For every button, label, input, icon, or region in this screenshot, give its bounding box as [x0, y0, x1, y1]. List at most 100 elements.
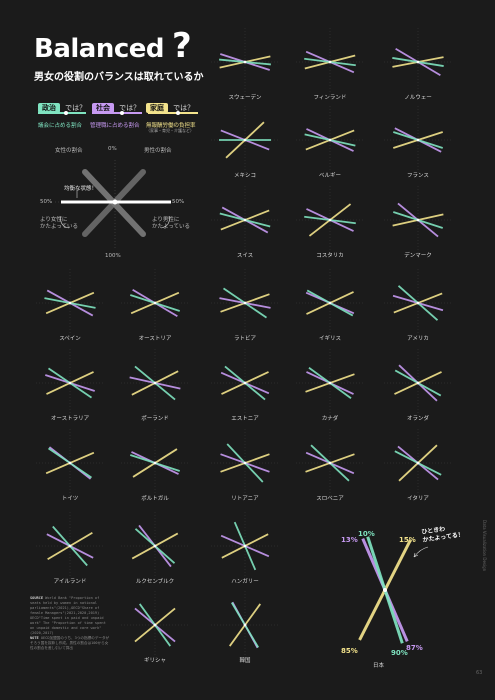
center-dot	[68, 301, 72, 305]
center-dot	[328, 381, 332, 385]
center-dot	[243, 461, 247, 465]
page-subtitle: 男女の役割のバランスは取れているか	[34, 72, 204, 83]
japan-note: ひときわ かたよってる！	[421, 525, 465, 544]
country-chart	[121, 591, 189, 659]
country-chart	[296, 106, 364, 174]
japan-name: 日本	[373, 663, 385, 669]
country-chart	[36, 349, 104, 417]
country-chart	[121, 512, 189, 580]
center-dot	[153, 301, 157, 305]
japan-label-90: 90%	[391, 649, 408, 657]
country-chart	[296, 269, 364, 337]
legend-home: 家庭 では？	[146, 95, 194, 114]
japan-label-10: 10%	[358, 530, 375, 538]
zero-label: 0%	[108, 146, 117, 152]
country-name: スペイン	[59, 336, 81, 342]
legend-management: 社会 では？	[92, 95, 140, 114]
country-chart	[211, 269, 279, 337]
tag-management-suffix: では？	[119, 104, 141, 112]
country-chart	[211, 106, 279, 174]
page-number: 63	[476, 670, 483, 676]
country-name: トイツ	[61, 496, 79, 502]
explainer-diagram	[55, 160, 175, 250]
country-name: アイルランド	[53, 579, 87, 585]
country-chart	[384, 349, 452, 417]
center-dot	[328, 138, 332, 142]
female-share-label: 女性の割合	[55, 148, 83, 154]
legend-home-desc: 無報酬労働の負担率	[146, 123, 196, 129]
country-name: エストニア	[231, 416, 259, 422]
center-dot	[68, 461, 72, 465]
legend-home-sub: （家事・育児・介護など）	[146, 128, 194, 133]
legend-politics-desc: 議会に占める割合	[38, 123, 83, 129]
country-name: ポーランド	[141, 416, 169, 422]
japan-label-85: 85%	[341, 647, 358, 655]
country-chart	[36, 429, 104, 497]
center-dot	[243, 138, 247, 142]
balanced-label: 均衡な状態！	[64, 186, 98, 192]
center-dot	[416, 60, 420, 64]
page-title: Balanced	[34, 34, 165, 64]
center-dot	[243, 301, 247, 305]
country-name: ラトビア	[233, 336, 256, 342]
center-dot	[416, 138, 420, 142]
center-dot	[153, 381, 157, 385]
country-name: アメリカ	[407, 336, 429, 342]
country-name: オーストラリア	[50, 416, 90, 422]
country-name: スロベニア	[316, 496, 344, 502]
country-chart	[211, 186, 279, 254]
japan-label-15: 15%	[399, 536, 416, 544]
japan-note-arrow	[413, 546, 429, 558]
tag-politics-suffix: では？	[65, 104, 87, 112]
legend-lines	[38, 111, 198, 115]
country-chart	[296, 28, 364, 96]
country-chart	[211, 591, 279, 659]
legend-politics: 政治 では？	[38, 95, 86, 114]
country-name: スウェーデン	[228, 95, 262, 101]
center-dot	[153, 623, 157, 627]
country-chart	[384, 106, 452, 174]
country-chart	[211, 429, 279, 497]
tag-home-suffix: では？	[173, 104, 195, 112]
country-chart	[211, 349, 279, 417]
center-dot	[328, 461, 332, 465]
country-name: リトアニア	[231, 496, 259, 502]
country-name: ポルトガル	[141, 496, 169, 502]
country-name: フィンランド	[313, 95, 347, 101]
center-dot	[243, 218, 247, 222]
country-chart	[384, 28, 452, 96]
country-name: スイス	[236, 253, 254, 259]
source-note: SOURCE World Bank "Proportion of seats h…	[30, 596, 110, 651]
male-lean-label: より男性に かたよっている	[152, 217, 191, 230]
country-name: ベルギー	[318, 173, 341, 179]
country-name: フランス	[407, 173, 429, 179]
center-dot	[153, 461, 157, 465]
country-chart	[296, 186, 364, 254]
center-dot	[243, 60, 247, 64]
fifty-left-label: 50%	[40, 199, 53, 205]
center-dot	[153, 544, 157, 548]
side-text: Data Visualization Design	[482, 520, 487, 572]
source-text: World Bank "Proportion of seats held by …	[30, 596, 106, 635]
note-text: OECD加盟国のうち、3つの指標のデータがそろう国を抜粋し作成。男性の割合は10…	[30, 636, 110, 650]
center-dot	[416, 218, 420, 222]
japan-label-87: 87%	[406, 644, 423, 652]
country-chart	[296, 349, 364, 417]
center-dot	[243, 381, 247, 385]
tag-management: 社会	[92, 103, 114, 113]
center-dot	[328, 218, 332, 222]
country-name: ギリシャ	[143, 658, 166, 664]
japan-chart	[358, 536, 412, 644]
center-dot	[243, 544, 247, 548]
note-label: NOTE	[30, 636, 39, 640]
center-dot	[68, 544, 72, 548]
hundred-label: 100%	[105, 253, 121, 259]
country-chart	[384, 186, 452, 254]
country-name: デンマーク	[404, 253, 432, 259]
country-name: イタリア	[407, 496, 429, 502]
country-name: イギリス	[318, 336, 341, 342]
center-dot	[416, 461, 420, 465]
country-chart	[121, 349, 189, 417]
female-lean-label: より女性に かたよっている	[40, 217, 79, 230]
country-chart	[384, 269, 452, 337]
